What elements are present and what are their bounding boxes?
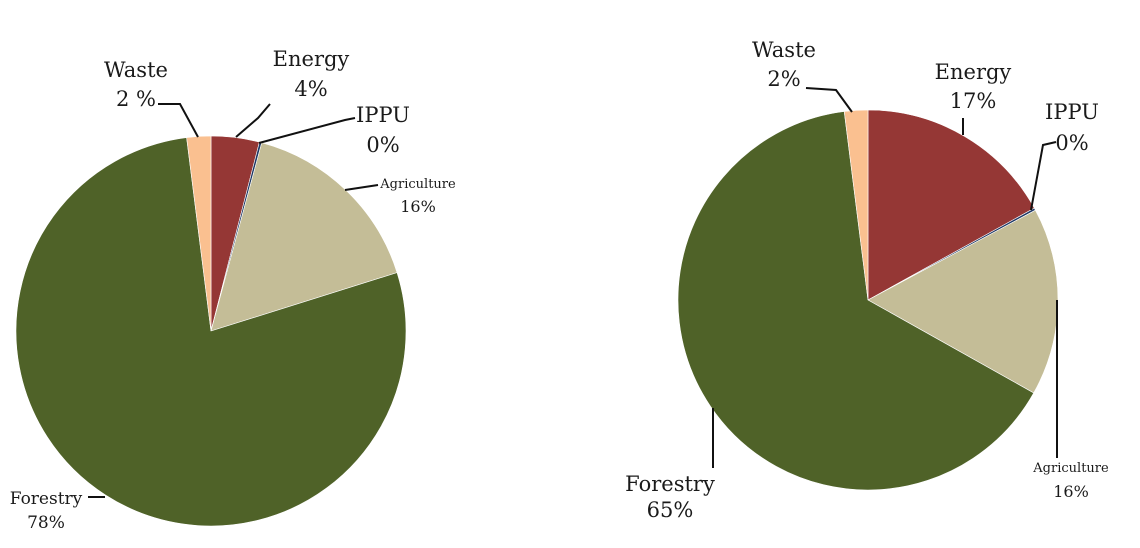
label-agriculture-left: Agriculture [379, 177, 456, 192]
leader-line-waste-right [805, 87, 853, 113]
label-forestry-value-right: 65% [647, 498, 694, 522]
label-waste-right: Waste [752, 38, 816, 62]
label-agriculture-right: Agriculture [1032, 461, 1109, 476]
label-forestry-value-left: 78% [27, 513, 65, 533]
label-energy-value-right: 17% [950, 89, 997, 113]
leader-line-ippu-left [258, 117, 356, 144]
label-energy-value-left: 4% [294, 77, 327, 101]
pie-slice-forestry-left [15, 137, 407, 527]
label-waste-value-left: 2 % [116, 87, 156, 111]
label-agriculture-value-left: 16% [400, 197, 436, 216]
pie-slice-energy-right [867, 109, 1035, 301]
label-waste-value-right: 2% [767, 67, 800, 91]
leader-line-agriculture-left [344, 184, 379, 191]
pie-chart-left [15, 135, 407, 527]
pie-chart-right [677, 109, 1059, 491]
leader-line-energy-left [235, 103, 271, 138]
label-forestry-right: Forestry [625, 472, 715, 496]
label-energy-right: Energy [935, 60, 1012, 84]
label-ippu-right: IPPU [1045, 100, 1099, 124]
label-ippu-value-right: 0% [1055, 131, 1088, 155]
leader-line-waste-left [158, 103, 199, 138]
label-energy-left: Energy [273, 47, 350, 71]
label-forestry-left: Forestry [10, 489, 83, 509]
pie-slice-forestry-right [677, 111, 1035, 491]
label-ippu-value-left: 0% [366, 133, 399, 157]
pie-slice-waste-right [843, 109, 869, 301]
leader-line-ippu-right [1030, 141, 1057, 211]
label-agriculture-value-right: 16% [1053, 482, 1089, 501]
label-ippu-left: IPPU [356, 103, 410, 127]
label-waste-left: Waste [104, 58, 168, 82]
